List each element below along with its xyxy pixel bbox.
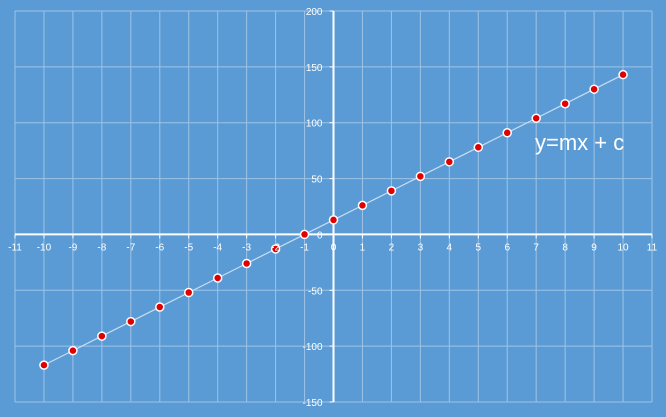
x-tick-label: -3 [242,242,251,253]
x-tick-label: -1 [300,242,309,253]
data-point [589,84,599,94]
data-point [241,258,252,269]
x-tick-label: 11 [647,242,658,253]
data-point [299,229,310,240]
x-tick-label: 2 [389,242,395,253]
y-tick-label: 150 [306,63,323,74]
x-tick-label: -6 [155,242,164,253]
x-tick-label: 9 [591,242,597,253]
equation-annotation: y=mx + c [535,130,624,155]
x-tick-label: -7 [126,242,135,253]
x-tick-label: -5 [184,242,193,253]
y-tick-label: -150 [302,398,322,409]
data-point [328,215,339,225]
x-tick-label: -2 [271,242,280,253]
x-tick-label: -10 [37,242,52,253]
x-tick-label: 6 [504,242,510,253]
x-tick-label: -9 [68,242,77,253]
x-tick-label: 7 [533,242,539,253]
data-point [97,331,107,341]
x-tick-label: 10 [617,242,629,253]
y-tick-label: 0 [317,230,323,241]
x-tick-label: 3 [418,242,424,253]
data-point [473,142,484,153]
x-tick-label: 1 [360,242,366,253]
y-tick-label: 200 [306,7,323,18]
x-tick-label: -4 [213,242,222,253]
tick-labels: -11 -10 -9 -8 -7 -6 -5 -4 -3 -2 -1 0 1 2 3 4 5 6 7 8 9 10 11-1… [8,7,657,409]
series [39,69,628,370]
x-tick-label: 0 [331,242,337,253]
data-point [183,287,194,298]
data-point [386,186,397,196]
data-point [270,244,281,254]
y-tick-label: 50 [311,175,323,186]
data-point [531,113,541,123]
x-tick-label: 4 [447,242,453,253]
data-point [357,200,368,211]
y-tick-label: 100 [306,119,323,130]
y-tick-label: -50 [308,286,323,297]
axes [14,10,653,403]
x-tick-label: 5 [475,242,481,253]
data-point [212,273,223,283]
data-point [444,157,455,167]
x-tick-label: 8 [562,242,568,253]
x-tick-label: -11 [8,242,22,253]
data-point [415,171,426,182]
data-point [39,360,49,370]
y-tick-label: -100 [302,342,322,353]
data-point [502,128,512,138]
data-point [155,302,165,312]
x-tick-label: -8 [97,242,106,253]
data-point [68,345,78,356]
data-point [560,98,570,109]
data-point [126,316,136,327]
data-point [618,69,628,80]
